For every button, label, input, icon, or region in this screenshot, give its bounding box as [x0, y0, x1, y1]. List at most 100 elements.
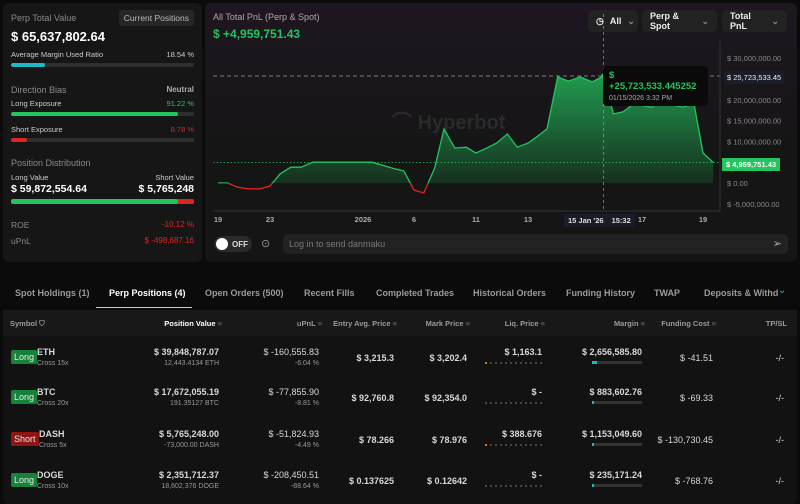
symbol-cell[interactable]: DOGE Cross 10x	[37, 470, 69, 490]
table-row[interactable]: Long ETH Cross 15x $ 39,848,787.07 12,443.…	[3, 338, 797, 380]
send-icon[interactable]: ➢	[772, 238, 782, 250]
symbol: DASH	[39, 429, 65, 439]
upnl: $ -208,450.51	[263, 470, 319, 480]
header-label: Position Value	[164, 319, 216, 328]
tab-2[interactable]: Open Orders (500)	[205, 288, 284, 298]
upnl-cell: $ -51,824.93 -4.49 %	[268, 429, 319, 449]
upnl: $ -160,555.83	[263, 347, 319, 357]
tab-3[interactable]: Recent Fills	[304, 288, 355, 298]
header-0[interactable]: Symbol ⛉	[10, 319, 45, 329]
header-label: Margin	[613, 319, 639, 328]
tooltip-date: 01/15/2026 3:32 PM	[609, 95, 673, 102]
margin-ratio-label: Average Margin Used Ratio	[11, 50, 103, 59]
liq-risk-indicator	[485, 444, 542, 446]
crosshair-y-label: $ 25,723,533.45	[724, 71, 785, 84]
leverage: Cross 15x	[37, 360, 69, 367]
tab-7[interactable]: TWAP	[654, 288, 680, 298]
symbol: ETH	[37, 347, 55, 357]
header-3[interactable]: Entry Avg. Price ≡	[333, 319, 397, 328]
pnl-chart[interactable]: $ 30,000,000.00 $ 20,000,000.00 $ 15,000,0…	[0, 0, 800, 262]
tpsl[interactable]: -/-	[775, 393, 785, 403]
upnl-pct: -4.49 %	[294, 442, 319, 449]
header-label: uPnL	[296, 319, 316, 328]
table-row[interactable]: Long BTC Cross 20x $ 17,672,055.19 191.351…	[3, 378, 797, 420]
danmaku-toggle[interactable]: OFF	[214, 236, 252, 252]
position-size: 12,443.4134 ETH	[164, 360, 219, 367]
market-dropdown[interactable]: Perp & Spot ⌄	[642, 10, 717, 32]
margin-bar	[592, 361, 642, 364]
margin-ratio-value: 18.54 %	[166, 50, 194, 59]
tabs-more-chevron-icon[interactable]: ⌄	[778, 285, 787, 296]
short-exposure-bar	[11, 138, 194, 142]
position-value: $ 39,848,787.07	[153, 347, 219, 357]
danmaku-input[interactable]: Log in to send danmaku ➢	[283, 234, 788, 254]
sort-icon[interactable]: ≡	[315, 319, 322, 328]
header-label: TP/SL	[765, 319, 787, 328]
margin-bar	[592, 443, 642, 446]
side-badge: Short	[11, 432, 39, 446]
liq-price-cell: $ 1,163.1	[485, 347, 542, 364]
long-exposure-value: 91.22 %	[166, 99, 194, 108]
tab-6[interactable]: Funding History	[566, 288, 635, 298]
sort-icon[interactable]: ≡	[215, 319, 222, 328]
symbol-cell[interactable]: ETH Cross 15x	[37, 347, 69, 367]
margin: $ 1,153,049.60	[581, 429, 642, 439]
symbol-cell[interactable]: DASH Cross 5x	[39, 429, 67, 449]
margin-cell: $ 1,153,049.60	[582, 429, 642, 446]
sort-icon[interactable]: ≡	[709, 319, 716, 328]
range-dropdown[interactable]: ◷ All ⌄	[588, 10, 638, 32]
current-positions-button[interactable]: Current Positions	[118, 10, 194, 26]
symbol-cell[interactable]: BTC Cross 20x	[37, 387, 69, 407]
header-5[interactable]: Liq. Price ≡	[505, 319, 545, 328]
crosshair-time: 15:32	[611, 216, 631, 225]
clock-icon: ◷	[596, 15, 604, 26]
settings-icon[interactable]: ⊙	[261, 238, 271, 250]
tpsl[interactable]: -/-	[775, 353, 785, 363]
upnl-value: $ -498,687.16	[144, 236, 194, 245]
header-8[interactable]: TP/SL	[766, 319, 787, 328]
hyperbot-watermark: ⌒ Hyperbot	[392, 106, 505, 135]
header-label: Funding Cost	[661, 319, 710, 328]
chart-title: All Total PnL (Perp & Spot)	[213, 12, 320, 22]
chevron-down-icon: ⌄	[701, 15, 709, 26]
liq-price-cell: $ -	[485, 387, 542, 404]
tpsl[interactable]: -/-	[775, 435, 785, 445]
header-7[interactable]: Funding Cost ≡	[661, 319, 716, 328]
liq-price-cell: $ -	[485, 470, 542, 487]
sort-icon[interactable]: ≡	[463, 319, 470, 328]
tooltip-value: $ +25,723,533.445252	[609, 70, 697, 92]
header-1[interactable]: Position Value ≡	[164, 319, 222, 328]
tpsl[interactable]: -/-	[775, 476, 785, 486]
sort-icon[interactable]: ≡	[538, 319, 545, 328]
sort-icon[interactable]: ≡	[390, 319, 397, 328]
filter-icon[interactable]: ⛉	[37, 319, 45, 328]
liq-price: $ -	[531, 387, 542, 397]
tab-1[interactable]: Perp Positions (4)	[109, 288, 186, 298]
metric-value: Total PnL	[730, 11, 751, 31]
table-row[interactable]: Long DOGE Cross 10x $ 2,351,712.37 18,602,…	[3, 461, 797, 503]
metric-dropdown[interactable]: Total PnL ⌄	[722, 10, 787, 32]
upnl-cell: $ -77,855.90 -8.81 %	[268, 387, 319, 407]
tab-5[interactable]: Historical Orders	[473, 288, 547, 298]
header-6[interactable]: Margin ≡	[614, 319, 645, 328]
y-tick-label: $ 10,000,000.00	[727, 137, 781, 146]
position-value-cell: $ 39,848,787.07 12,443.4134 ETH	[154, 347, 219, 367]
header-4[interactable]: Mark Price ≡	[426, 319, 470, 328]
mark-price: $ 92,354.0	[424, 393, 467, 403]
toggle-label: OFF	[232, 239, 248, 249]
short-value-label: Short Value	[155, 173, 194, 182]
tab-8[interactable]: Deposits & Withd	[704, 288, 779, 298]
header-2[interactable]: uPnL ≡	[297, 319, 322, 328]
sort-icon[interactable]: ≡	[638, 319, 645, 328]
upnl-label: uPnL	[11, 236, 31, 246]
position-size: 191.35127 BTC	[169, 400, 219, 407]
tab-4[interactable]: Completed Trades	[376, 288, 455, 298]
short-value: $ 5,765,248	[138, 183, 194, 195]
tab-0[interactable]: Spot Holdings (1)	[15, 288, 90, 298]
table-row[interactable]: Short DASH Cross 5x $ 5,765,248.00 -73,000…	[3, 420, 797, 462]
toggle-knob	[216, 238, 228, 250]
leverage: Cross 5x	[39, 442, 67, 449]
roe-label: ROE	[11, 220, 30, 230]
margin-bar	[592, 484, 642, 487]
short-exposure-label: Short Exposure	[11, 125, 63, 134]
